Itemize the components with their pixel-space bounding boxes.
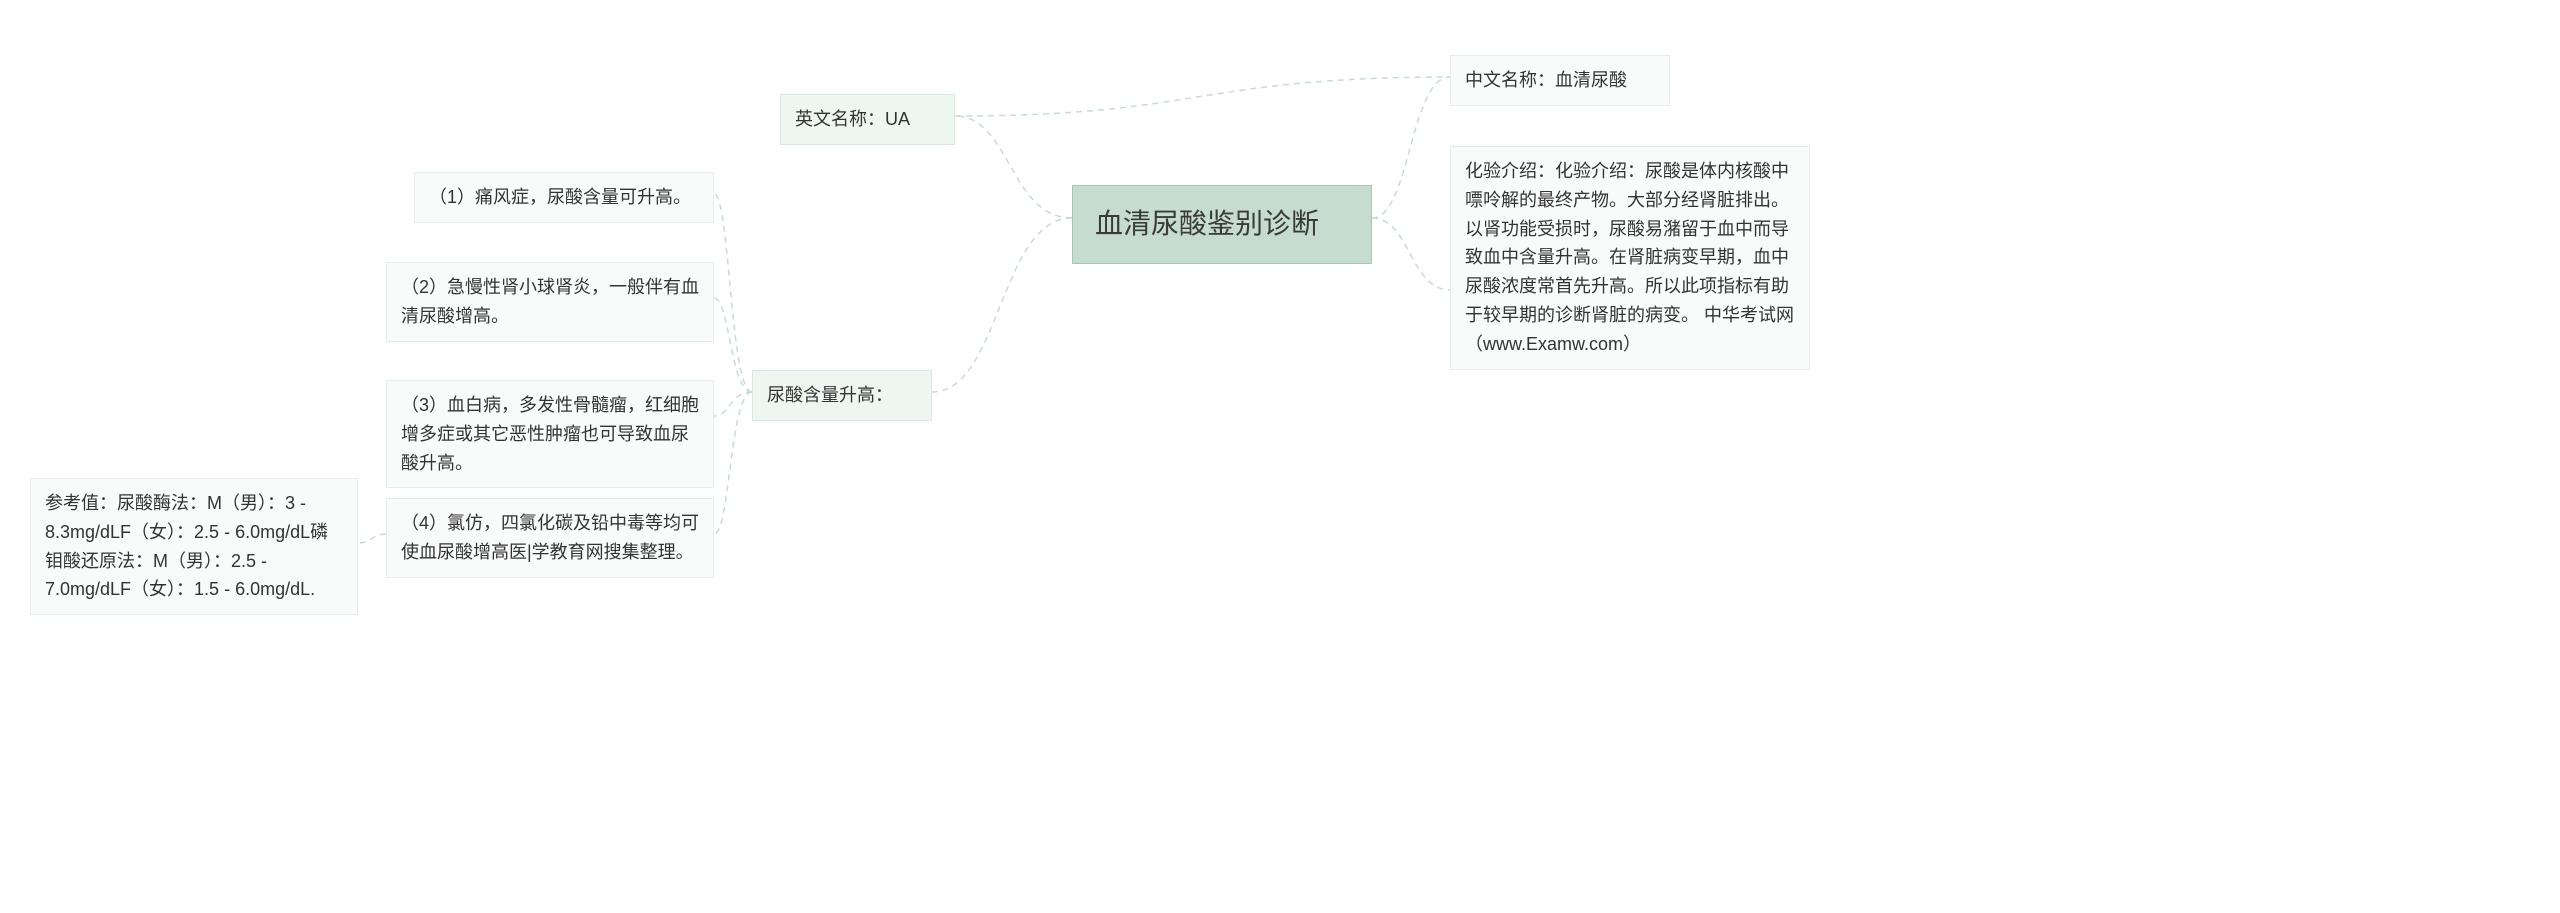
node-label: （2）急慢性肾小球肾炎，一般伴有血清尿酸增高。 <box>401 277 699 326</box>
node-label: 尿酸含量升高： <box>767 385 893 405</box>
node-english-name: 英文名称：UA <box>780 94 955 145</box>
node-label: 参考值：尿酸酶法：M（男）：3 - 8.3mg/dLF（女）：2.5 - 6.0… <box>45 493 328 599</box>
node-reference-values: 参考值：尿酸酶法：M（男）：3 - 8.3mg/dLF（女）：2.5 - 6.0… <box>30 478 358 615</box>
node-cause-1: （1）痛风症，尿酸含量可升高。 <box>414 172 714 223</box>
node-cause-3: （3）血白病，多发性骨髓瘤，红细胞增多症或其它恶性肿瘤也可导致血尿酸升高。 <box>386 380 714 488</box>
node-cause-4: （4）氯仿，四氯化碳及铅中毒等均可使血尿酸增高医|学教育网搜集整理。 <box>386 498 714 578</box>
connector-layer <box>0 0 2560 913</box>
mindmap-root: 血清尿酸鉴别诊断 <box>1072 185 1372 264</box>
node-label: （4）氯仿，四氯化碳及铅中毒等均可使血尿酸增高医|学教育网搜集整理。 <box>401 513 699 562</box>
node-chinese-name: 中文名称：血清尿酸 <box>1450 55 1670 106</box>
node-label: 英文名称：UA <box>795 109 910 129</box>
node-cause-2: （2）急慢性肾小球肾炎，一般伴有血清尿酸增高。 <box>386 262 714 342</box>
node-label: （1）痛风症，尿酸含量可升高。 <box>429 187 691 207</box>
node-elevated-uric-acid: 尿酸含量升高： <box>752 370 932 421</box>
node-test-intro: 化验介绍：化验介绍：尿酸是体内核酸中嘌呤解的最终产物。大部分经肾脏排出。以肾功能… <box>1450 146 1810 370</box>
node-label: （3）血白病，多发性骨髓瘤，红细胞增多症或其它恶性肿瘤也可导致血尿酸升高。 <box>401 395 699 473</box>
root-label: 血清尿酸鉴别诊断 <box>1095 208 1319 239</box>
node-label: 中文名称：血清尿酸 <box>1465 70 1627 90</box>
node-label: 化验介绍：化验介绍：尿酸是体内核酸中嘌呤解的最终产物。大部分经肾脏排出。以肾功能… <box>1465 161 1794 354</box>
